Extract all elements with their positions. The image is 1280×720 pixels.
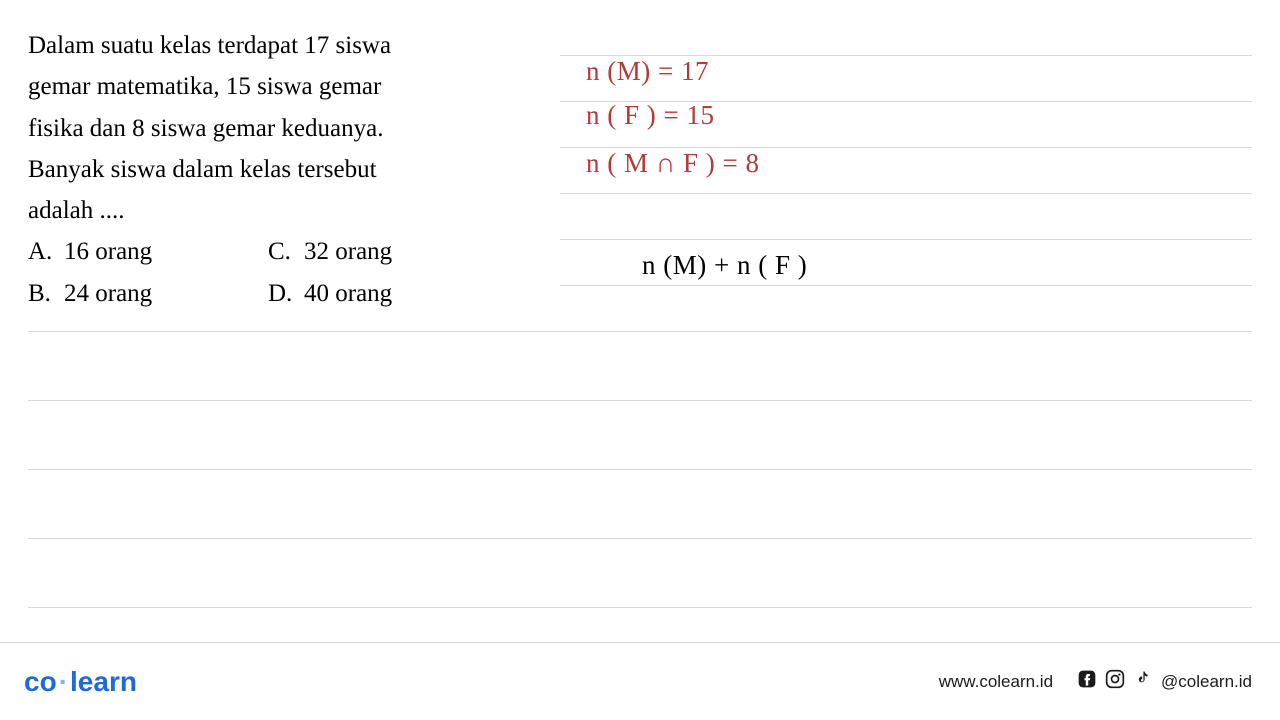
question-line-5: adalah .... [28, 197, 124, 224]
footer-right: www.colearn.id @colearn.id [939, 669, 1252, 694]
ruled-line [560, 239, 1252, 240]
footer-handle[interactable]: @colearn.id [1161, 672, 1252, 692]
footer-url[interactable]: www.colearn.id [939, 672, 1053, 692]
option-b-text: 24 orang [64, 273, 152, 314]
option-b[interactable]: B. 24 orang [28, 273, 268, 314]
facebook-icon[interactable] [1077, 669, 1097, 694]
instagram-icon[interactable] [1105, 669, 1125, 694]
option-d-label: D. [268, 273, 290, 314]
option-d[interactable]: D. 40 orang [268, 273, 508, 314]
ruled-line [560, 193, 1252, 194]
tiktok-icon[interactable] [1133, 669, 1153, 694]
brand-logo: co·learn [24, 666, 137, 698]
ruled-line [28, 607, 1252, 608]
ruled-line [28, 331, 1252, 332]
ruled-line [28, 538, 1252, 539]
page: Dalam suatu kelas terdapat 17 siswa gema… [0, 0, 1280, 720]
option-a-label: A. [28, 231, 50, 272]
option-d-text: 40 orang [304, 273, 392, 314]
options-grid: A. 16 orang C. 32 orang B. 24 orang D. 4… [28, 231, 528, 314]
handwriting-red: n (M) = 17 [586, 56, 709, 87]
handwriting-red: n ( M ∩ F ) = 8 [586, 148, 759, 179]
handwriting-red: n ( F ) = 15 [586, 100, 714, 131]
option-c-label: C. [268, 231, 290, 272]
question-line-2: gemar matematika, 15 siswa gemar [28, 73, 381, 100]
brand-co: co [24, 666, 57, 697]
question-line-3: fisika dan 8 siswa gemar keduanya. [28, 115, 383, 142]
handwriting-black: n (M) + n ( F ) [642, 250, 807, 281]
footer: co·learn www.colearn.id @colearn.id [0, 642, 1280, 720]
social-group: @colearn.id [1077, 669, 1252, 694]
question-block: Dalam suatu kelas terdapat 17 siswa gema… [28, 25, 528, 314]
option-a[interactable]: A. 16 orang [28, 231, 268, 272]
option-c-text: 32 orang [304, 231, 392, 272]
option-c[interactable]: C. 32 orang [268, 231, 508, 272]
question-line-4: Banyak siswa dalam kelas tersebut [28, 156, 377, 183]
brand-dot: · [57, 666, 70, 697]
ruled-line [560, 285, 1252, 286]
ruled-line [28, 469, 1252, 470]
option-a-text: 16 orang [64, 231, 152, 272]
question-text: Dalam suatu kelas terdapat 17 siswa gema… [28, 25, 528, 231]
question-line-1: Dalam suatu kelas terdapat 17 siswa [28, 32, 391, 59]
option-b-label: B. [28, 273, 50, 314]
brand-learn: learn [70, 666, 137, 697]
ruled-line [28, 400, 1252, 401]
